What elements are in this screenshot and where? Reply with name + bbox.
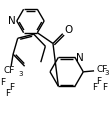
Text: F: F xyxy=(0,78,5,87)
Text: O: O xyxy=(65,25,73,35)
Text: CF: CF xyxy=(97,65,108,74)
Text: N: N xyxy=(8,16,16,26)
Text: F: F xyxy=(92,83,98,92)
Text: F: F xyxy=(96,77,101,86)
Text: 3: 3 xyxy=(18,71,23,77)
Text: F: F xyxy=(5,89,10,98)
Text: N: N xyxy=(76,53,84,63)
Text: F: F xyxy=(10,83,15,92)
Text: CF: CF xyxy=(4,66,15,75)
Text: 3: 3 xyxy=(105,70,109,76)
Text: F: F xyxy=(102,83,107,92)
